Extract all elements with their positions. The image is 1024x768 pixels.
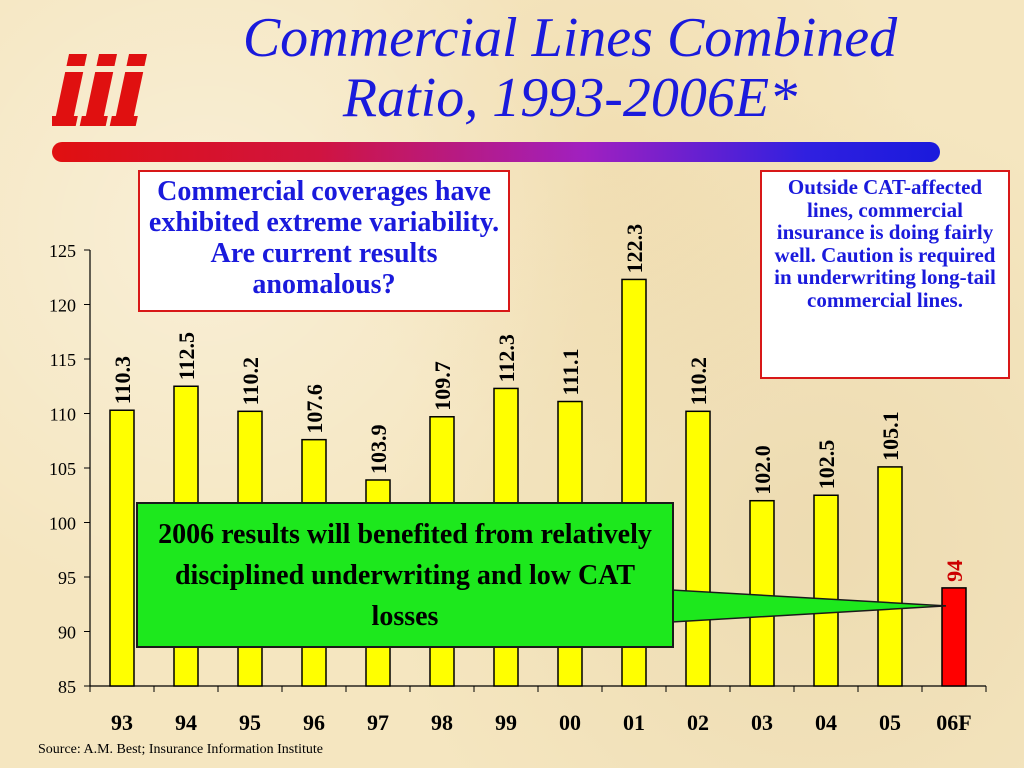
data-label-04: 102.5 bbox=[814, 440, 839, 490]
x-tick-label-02: 02 bbox=[687, 710, 709, 735]
callout-pointer-arrow bbox=[671, 589, 947, 623]
x-tick-label-01: 01 bbox=[623, 710, 645, 735]
bar-02 bbox=[685, 410, 711, 687]
y-tick-label: 90 bbox=[58, 623, 76, 643]
title-line-2: Ratio, 1993-2006E* bbox=[342, 67, 798, 129]
x-tick-label-96: 96 bbox=[303, 710, 325, 735]
chart-x-tick-labels: 93 94 95 96 97 98 99 00 01 02 03 04 05 06F bbox=[111, 710, 972, 735]
y-tick-label: 125 bbox=[49, 241, 76, 261]
y-tick-label: 115 bbox=[50, 350, 76, 370]
x-tick-label-99: 99 bbox=[495, 710, 517, 735]
bar-06F bbox=[941, 587, 967, 687]
y-tick-label: 95 bbox=[58, 568, 76, 588]
x-tick-label-97: 97 bbox=[367, 710, 389, 735]
x-tick-label-04: 04 bbox=[815, 710, 837, 735]
callout-pointer bbox=[671, 589, 947, 623]
results-2006-callout: 2006 results will benefited from relativ… bbox=[136, 502, 674, 648]
data-label-03: 102.0 bbox=[750, 445, 775, 495]
data-label-06F: 94 bbox=[942, 560, 967, 582]
variability-callout: Commercial coverages have exhibited extr… bbox=[138, 170, 510, 312]
chart-y-tick-labels: 85 90 95 100 105 110 115 120 125 bbox=[49, 241, 76, 697]
data-label-97: 103.9 bbox=[366, 424, 391, 474]
data-label-96: 107.6 bbox=[302, 384, 327, 434]
x-tick-label-95: 95 bbox=[239, 710, 261, 735]
title-divider bbox=[52, 142, 940, 162]
x-tick-label-05: 05 bbox=[879, 710, 901, 735]
x-tick-label-03: 03 bbox=[751, 710, 773, 735]
x-tick-label-94: 94 bbox=[175, 710, 197, 735]
y-tick-label: 100 bbox=[49, 514, 76, 534]
data-label-00: 111.1 bbox=[558, 348, 583, 395]
data-label-94: 112.5 bbox=[174, 332, 199, 380]
x-tick-label-00: 00 bbox=[559, 710, 581, 735]
title-line-1: Commercial Lines Combined bbox=[242, 7, 898, 69]
iii-logo-icon bbox=[52, 54, 148, 126]
bar-93 bbox=[109, 409, 135, 687]
y-tick-label: 105 bbox=[49, 459, 76, 479]
data-label-99: 112.3 bbox=[494, 334, 519, 382]
data-label-93: 110.3 bbox=[110, 356, 135, 404]
x-tick-label-93: 93 bbox=[111, 710, 133, 735]
data-label-95: 110.2 bbox=[238, 357, 263, 405]
bar-03 bbox=[749, 499, 775, 687]
bar-05 bbox=[877, 466, 903, 687]
data-label-98: 109.7 bbox=[430, 361, 455, 411]
page-title: Commercial Lines Combined Ratio, 1993-20… bbox=[160, 8, 980, 128]
source-note: Source: A.M. Best; Insurance Information… bbox=[38, 742, 323, 757]
bar-04 bbox=[813, 494, 839, 687]
x-tick-label-06F: 06F bbox=[936, 710, 971, 735]
y-tick-label: 85 bbox=[58, 677, 76, 697]
x-tick-label-98: 98 bbox=[431, 710, 453, 735]
data-label-02: 110.2 bbox=[686, 357, 711, 405]
data-label-05: 105.1 bbox=[878, 411, 903, 461]
y-tick-label: 110 bbox=[50, 405, 76, 425]
chart-data-labels: 110.3 112.5 110.2 107.6 103.9 109.7 112.3 111.1… bbox=[110, 224, 967, 582]
cat-lines-callout: Outside CAT-affected lines, commercial i… bbox=[760, 170, 1010, 379]
data-label-01: 122.3 bbox=[622, 224, 647, 274]
y-tick-label: 120 bbox=[49, 296, 76, 316]
